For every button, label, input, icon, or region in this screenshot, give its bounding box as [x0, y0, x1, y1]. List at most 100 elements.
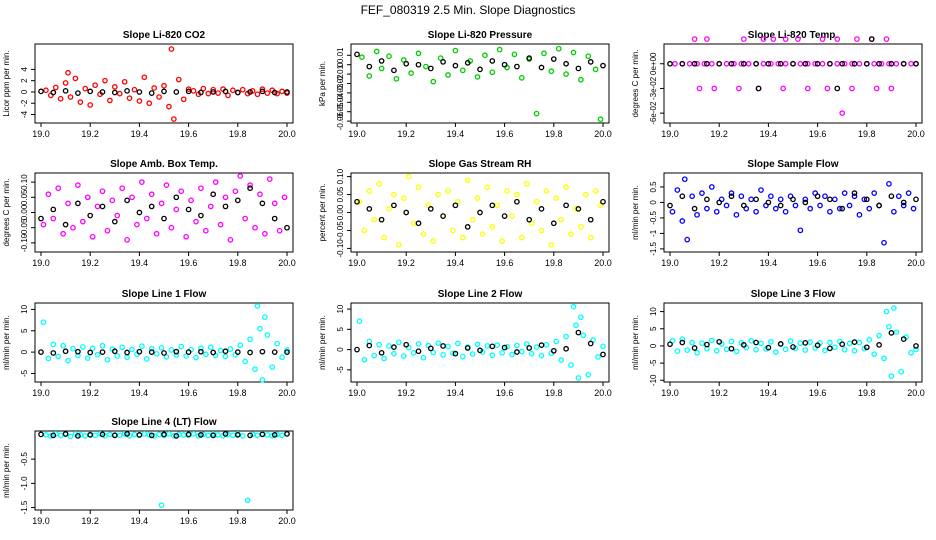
data-point	[578, 224, 584, 230]
data-point	[40, 221, 47, 228]
data-point	[371, 216, 378, 223]
data-point	[60, 342, 66, 349]
data-point	[163, 182, 170, 189]
data-point	[768, 338, 774, 345]
data-point	[79, 344, 86, 350]
data-point	[900, 199, 907, 206]
data-point	[871, 190, 878, 196]
data-point	[873, 85, 880, 92]
data-point	[905, 190, 912, 196]
y-tick-label: 0.10	[336, 168, 345, 184]
data-point	[550, 56, 557, 62]
data-point	[450, 227, 456, 234]
data-point	[819, 36, 826, 42]
data-point	[87, 432, 94, 438]
data-point	[173, 206, 180, 213]
data-point	[699, 340, 705, 347]
data-point	[790, 60, 796, 67]
data-point	[704, 341, 710, 348]
data-point	[107, 431, 113, 438]
data-point	[445, 72, 451, 78]
data-point	[568, 362, 574, 368]
y-tick-label: 0.5	[649, 181, 658, 193]
x-tick-label: 19.0	[348, 258, 366, 268]
data-point	[148, 90, 155, 96]
data-point	[716, 338, 723, 345]
data-point	[760, 36, 767, 42]
data-point	[354, 51, 360, 58]
data-point	[264, 332, 271, 338]
data-point	[148, 203, 155, 210]
data-point	[694, 211, 700, 218]
data-point	[38, 215, 44, 222]
data-point	[166, 103, 172, 110]
data-point	[183, 233, 189, 240]
plot-frame	[663, 43, 923, 124]
x-tick-label: 19.0	[32, 388, 50, 398]
data-point	[75, 182, 81, 189]
y-axis-label: degrees C per min.	[2, 178, 11, 246]
data-point	[124, 431, 130, 437]
data-point	[704, 205, 710, 212]
data-point	[366, 206, 373, 212]
x-tick-label: 19.2	[81, 258, 99, 268]
data-point	[913, 60, 919, 67]
data-point	[146, 432, 153, 438]
data-point	[148, 345, 155, 352]
y-tick-label: 10	[649, 307, 658, 316]
data-point	[790, 344, 796, 350]
data-point	[876, 202, 882, 209]
data-point	[38, 349, 44, 355]
data-point	[528, 350, 535, 357]
data-point	[504, 188, 510, 194]
panel-6: Slope Sample Flow ml/min per min. 19.0 19.2…	[631, 159, 925, 268]
data-point	[166, 431, 172, 437]
data-point	[148, 191, 155, 198]
x-tick-label: 19.8	[858, 129, 876, 139]
data-point	[210, 349, 217, 356]
panel-title: Slope Line 1 Flow	[122, 289, 207, 300]
panel-2: Slope Li-820 Pressure kPa per min. 19.0 19.…	[318, 30, 612, 139]
data-point	[359, 54, 365, 61]
plot-frame	[350, 43, 610, 124]
data-point	[252, 224, 258, 231]
data-point	[876, 60, 882, 67]
data-point	[797, 60, 804, 67]
data-point	[575, 206, 582, 212]
data-point	[856, 211, 863, 218]
data-point	[908, 349, 914, 356]
data-point	[134, 221, 140, 228]
data-point	[281, 194, 288, 201]
x-tick-label: 19.0	[32, 129, 50, 139]
y-tick-label: -5	[20, 369, 29, 377]
data-point	[50, 215, 57, 222]
data-point	[469, 216, 476, 223]
data-point	[391, 344, 397, 351]
data-point	[202, 227, 209, 234]
data-point	[190, 87, 197, 94]
data-point	[587, 234, 594, 241]
x-tick-label: 19.2	[710, 129, 728, 139]
data-point	[886, 323, 892, 330]
data-point	[753, 339, 759, 346]
data-point	[881, 239, 887, 246]
data-point	[888, 373, 895, 380]
panel-title: Slope Li-820 Pressure	[428, 30, 533, 41]
data-point	[386, 343, 392, 349]
y-tick-label: 0e+00	[649, 52, 658, 75]
data-point	[225, 92, 231, 99]
data-point	[212, 179, 219, 185]
data-point	[440, 59, 446, 65]
data-point	[834, 85, 841, 92]
data-point	[415, 50, 422, 57]
data-point	[170, 432, 177, 439]
data-point	[271, 215, 278, 222]
data-point	[585, 53, 592, 60]
data-point	[79, 218, 86, 225]
x-tick-label: 19.8	[229, 258, 247, 268]
data-point	[107, 97, 113, 104]
data-point	[888, 85, 895, 92]
data-point	[222, 88, 229, 95]
data-point	[55, 353, 62, 360]
